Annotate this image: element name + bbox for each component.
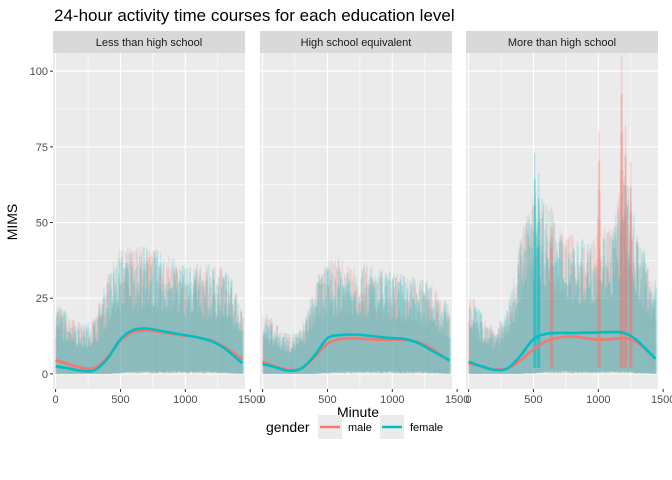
facet-strip [466, 31, 658, 53]
legend-item-male: male [318, 415, 372, 439]
facet-strip [260, 31, 452, 53]
x-tick-label: 1000 [173, 394, 197, 406]
facet-strip-label: More than high school [508, 37, 616, 49]
legend-item-female: female [380, 415, 443, 439]
x-tick-label: 0 [53, 394, 59, 406]
x-tick-label: 500 [524, 394, 542, 406]
x-axis: 0 500 1000 1500 [260, 389, 469, 406]
x-tick-label: 1000 [586, 394, 610, 406]
facet-panel: Less than high school 0 500 1000 1500 [53, 31, 262, 406]
facet-panel: More than high school 0 500 1000 1500 [466, 31, 672, 406]
y-axis-label: MIMS [4, 204, 20, 241]
legend-keys: male female [318, 415, 443, 439]
x-tick-label: 500 [318, 394, 336, 406]
x-tick-label: 1500 [238, 394, 262, 406]
facet-strip-label: High school equivalent [301, 37, 412, 49]
gridlines [260, 53, 452, 389]
x-axis-label: Minute [337, 404, 379, 420]
y-tick-label: 0 [42, 369, 48, 381]
x-axis: 0 500 1000 1500 [466, 389, 672, 406]
y-tick-label: 25 [36, 293, 48, 305]
female-series-line [55, 327, 244, 373]
x-tick-label: 1500 [651, 394, 672, 406]
legend: gender male female [266, 415, 443, 439]
x-tick-label: 0 [260, 394, 266, 406]
y-tick-label: 75 [36, 142, 48, 154]
gridlines [53, 53, 245, 389]
female-series-line [262, 333, 451, 373]
raw-data-band [54, 246, 244, 374]
facet-panel: High school equivalent 0 500 1000 1500 [260, 31, 469, 406]
x-axis: 0 500 1000 1500 [53, 389, 262, 406]
x-tick-label: 1000 [380, 394, 404, 406]
legend-title: gender [266, 419, 310, 435]
x-tick-label: 0 [466, 394, 472, 406]
y-axis: 0 25 50 75 100 [30, 66, 53, 381]
female-series-line [468, 330, 657, 372]
x-tick-label: 1500 [445, 394, 469, 406]
y-tick-label: 50 [36, 218, 48, 230]
y-tick-label: 100 [30, 66, 48, 78]
legend-label: female [410, 422, 443, 434]
chart-title: 24-hour activity time courses for each e… [54, 6, 455, 25]
legend-label: male [348, 422, 372, 434]
x-tick-label: 500 [111, 394, 129, 406]
facet-strip-label: Less than high school [96, 37, 202, 49]
facet-strip [53, 31, 245, 53]
